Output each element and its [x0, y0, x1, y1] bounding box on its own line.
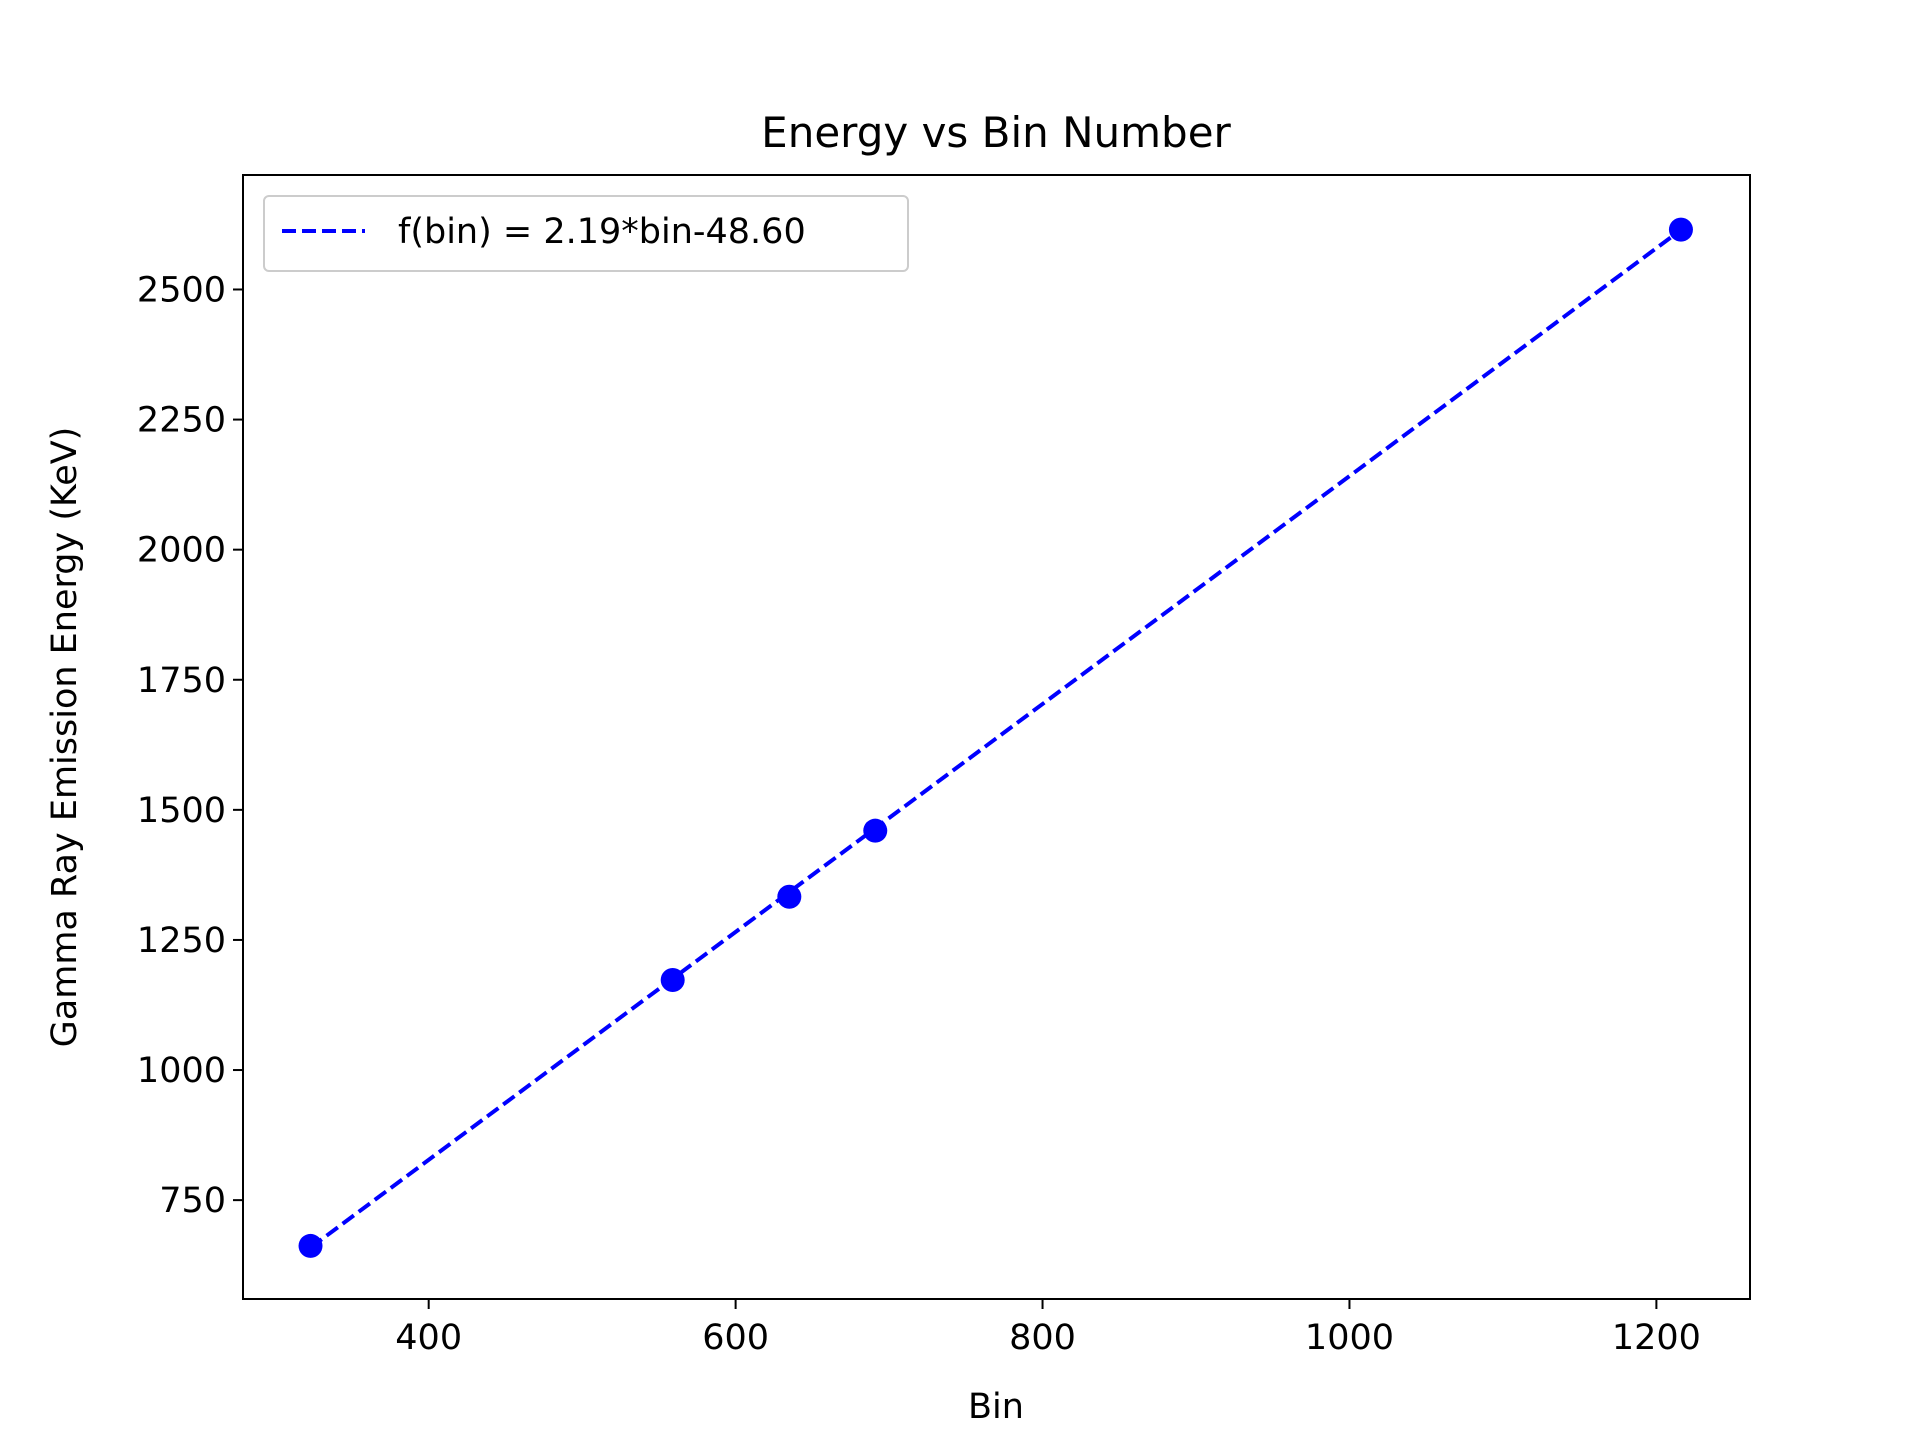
y-tick-label: 1500: [137, 791, 226, 831]
y-axis-title: Gamma Ray Emission Energy (KeV): [45, 427, 85, 1048]
data-point: [660, 968, 685, 993]
data-point: [863, 818, 888, 843]
axes: 400 600 800 1000 1200 750 1000 1250 1500 1750 2000…: [137, 270, 1701, 1358]
x-tick-label: 1000: [1305, 1318, 1394, 1358]
plot-area: [298, 217, 1693, 1258]
y-tick-label: 750: [159, 1181, 226, 1221]
chart-title: Energy vs Bin Number: [761, 108, 1231, 157]
data-point: [1668, 217, 1693, 242]
x-tick-label: 600: [702, 1318, 769, 1358]
fit-line: [309, 228, 1683, 1250]
data-point: [298, 1233, 323, 1258]
x-axis-title: Bin: [968, 1387, 1024, 1427]
x-tick-label: 800: [1009, 1318, 1076, 1358]
legend-label: f(bin) = 2.19*bin-48.60: [398, 212, 806, 252]
y-tick-label: 1000: [137, 1051, 226, 1091]
plot-frame: [242, 174, 1751, 1300]
y-tick-label: 2500: [137, 270, 226, 310]
y-tick-label: 2000: [137, 531, 226, 571]
y-tick-label: 1750: [137, 661, 226, 701]
data-point: [777, 884, 802, 909]
y-tick-label: 2250: [137, 401, 226, 441]
y-tick-label: 1250: [137, 921, 226, 961]
legend: f(bin) = 2.19*bin-48.60: [263, 195, 909, 272]
legend-box: [263, 195, 909, 272]
x-tick-label: 1200: [1612, 1318, 1701, 1358]
x-tick-label: 400: [395, 1318, 462, 1358]
